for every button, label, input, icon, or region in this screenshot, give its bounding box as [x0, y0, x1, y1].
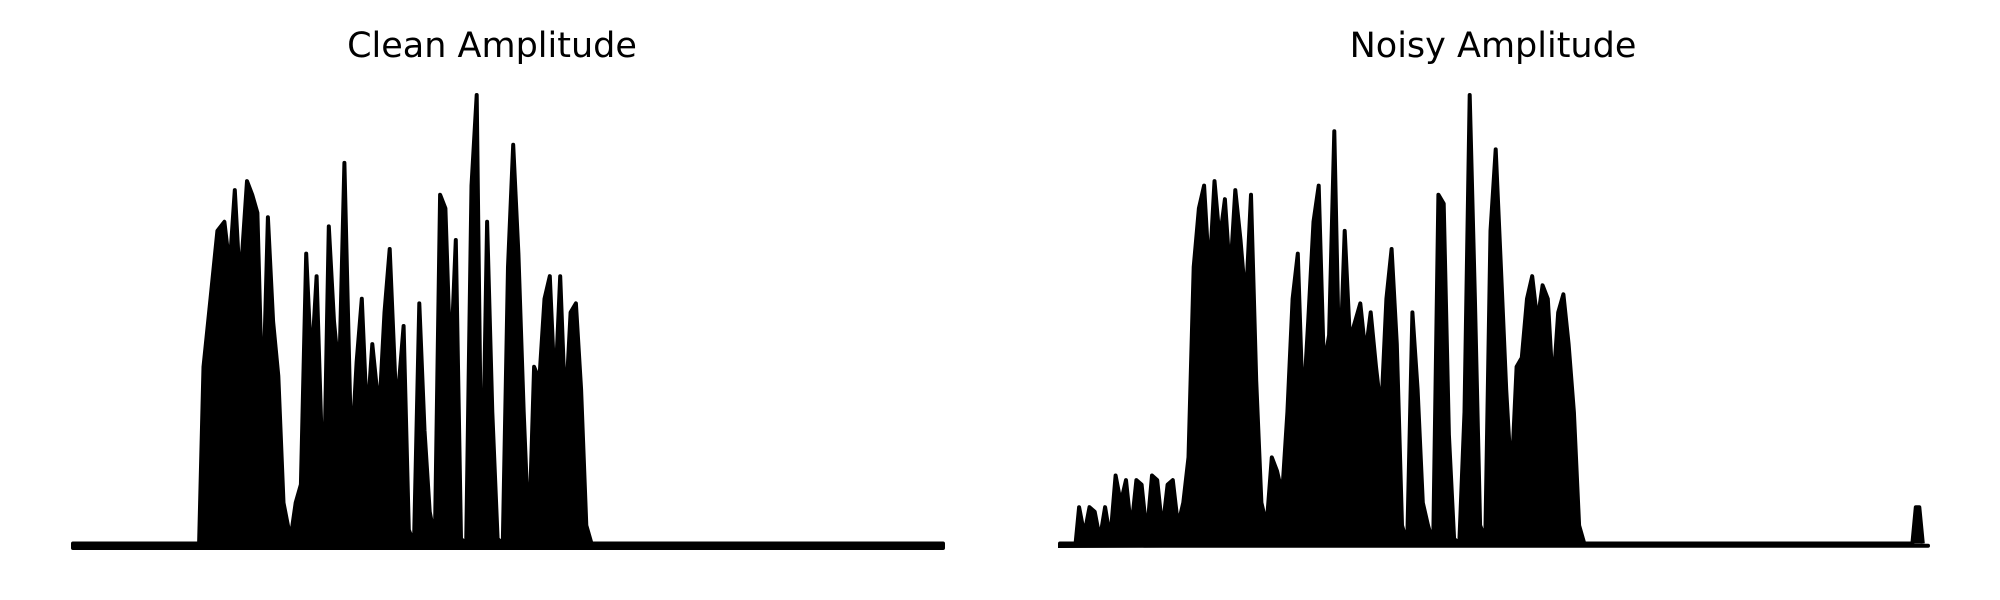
clean-amplitude-panel: Clean Amplitude — [71, 26, 945, 550]
chart-title: Clean Amplitude — [347, 26, 637, 66]
noisy-amplitude-chart — [1058, 93, 1930, 548]
noisy-amplitude-panel: Noisy Amplitude — [1000, 0, 2000, 600]
chart-title: Noisy Amplitude — [1349, 26, 1637, 66]
waveform-area — [1058, 93, 1925, 548]
waveform-area — [71, 93, 945, 550]
clean-amplitude-chart — [71, 93, 945, 550]
